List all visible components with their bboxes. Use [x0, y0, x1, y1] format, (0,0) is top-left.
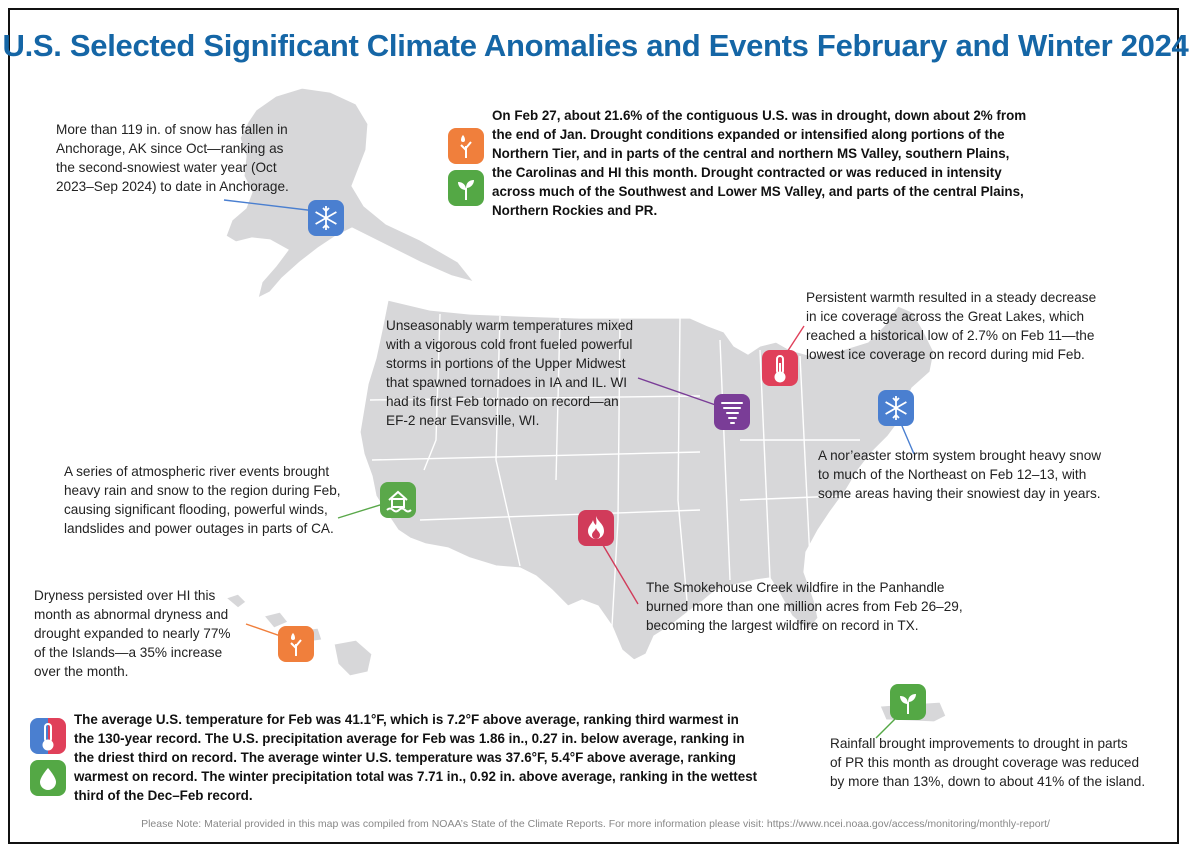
tornado-icon [714, 394, 750, 430]
hawaii-shape [224, 593, 247, 609]
puerto-rico-text: Rainfall brought improvements to drought… [830, 736, 1146, 789]
alaska-snow-text: More than 119 in. of snow has fallen in … [56, 122, 289, 194]
flood-house-icon [380, 482, 416, 518]
national-summary-text: The average U.S. temperature for Feb was… [74, 712, 758, 803]
improvement-icon [890, 684, 926, 720]
noreaster-text: A nor’easter storm system brought heavy … [818, 448, 1102, 501]
hawaii-dry-text: Dryness persisted over HI this month as … [34, 588, 231, 679]
thermometer-hot-icon [762, 350, 798, 386]
great-lakes-ice-text: Persistent warmth resulted in a steady d… [806, 290, 1097, 362]
drought-summary-text: On Feb 27, about 21.6% of the contiguous… [492, 108, 1027, 218]
improvement-icon [448, 170, 484, 206]
snowflake-icon [308, 200, 344, 236]
source-note: Please Note: Material provided in this m… [141, 818, 1050, 830]
precipitation-icon [30, 760, 66, 796]
wildfire-icon [578, 510, 614, 546]
drought-icon [448, 128, 484, 164]
snowflake-icon [878, 390, 914, 426]
thermometer-icon [30, 718, 66, 754]
texas-fire-text: The Smokehouse Creek wildfire in the Pan… [646, 580, 963, 633]
alaska-shape [225, 87, 476, 300]
map-title: U.S. Selected Significant Climate Anomal… [2, 28, 1189, 63]
us-map [224, 87, 947, 723]
drought-icon [278, 626, 314, 662]
midwest-tornado-text: Unseasonably warm temperatures mixed wit… [386, 318, 634, 428]
conus-shape [359, 299, 935, 661]
california-river-text: A series of atmospheric river events bro… [64, 464, 341, 536]
state-borders [369, 313, 860, 627]
